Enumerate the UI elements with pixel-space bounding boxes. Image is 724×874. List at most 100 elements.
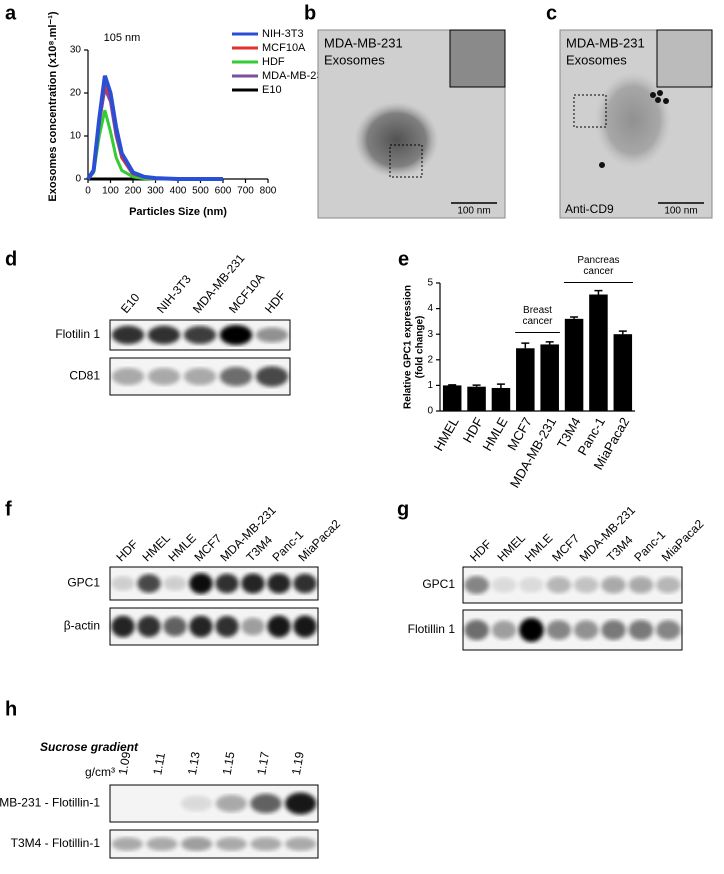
error-bar — [472, 384, 481, 387]
band — [250, 837, 282, 851]
error-bar — [594, 289, 603, 295]
inset — [656, 29, 713, 88]
annotation: cancer — [583, 266, 614, 277]
annotation: cancer — [522, 316, 553, 327]
bar — [516, 348, 535, 411]
band — [255, 366, 289, 387]
y-axis-label: (fold change) — [415, 316, 426, 379]
x-tick-label: 100 — [102, 186, 119, 197]
band — [293, 615, 317, 638]
band — [601, 620, 626, 640]
band — [250, 793, 282, 814]
blot — [109, 829, 319, 859]
error-bar — [570, 316, 579, 319]
bar — [589, 294, 608, 411]
band — [464, 619, 490, 641]
x-tick-label: 400 — [170, 186, 187, 197]
band — [655, 620, 681, 640]
band — [189, 615, 213, 638]
band — [293, 573, 317, 594]
legend-label: MDA-MB-231 — [262, 70, 329, 82]
band — [147, 367, 181, 386]
lane-label: MCF7 — [191, 531, 224, 564]
lane-label: 1.17 — [254, 750, 272, 776]
gold-particle — [650, 92, 656, 98]
lane-label: MCF7 — [549, 531, 582, 564]
x-axis-label: Particles Size (nm) — [129, 206, 227, 218]
annotation: 105 nm — [104, 32, 141, 44]
bar — [540, 344, 559, 411]
unit-label: g/cm³ — [85, 765, 115, 779]
line-series — [86, 83, 223, 181]
band — [111, 576, 135, 591]
band — [111, 615, 135, 638]
lane-label: 1.09 — [116, 750, 134, 776]
band — [163, 616, 187, 637]
y-tick-label: 0 — [75, 174, 81, 185]
band — [189, 573, 213, 594]
band — [215, 573, 239, 594]
band — [241, 573, 265, 594]
band — [655, 576, 681, 594]
gold-particle — [663, 98, 669, 104]
band — [519, 618, 544, 642]
x-tick-label: 0 — [85, 186, 91, 197]
legend-label: HDF — [262, 56, 285, 68]
y-tick-label: 3 — [427, 329, 433, 340]
lane-label: HDF — [262, 288, 289, 316]
y-axis-label: Exosomes concentration (x10⁸.ml⁻¹) — [47, 11, 59, 201]
lane-label: 1.15 — [220, 750, 238, 776]
error-bar — [618, 330, 627, 335]
y-tick-label: 30 — [70, 45, 82, 56]
band — [215, 615, 239, 638]
panel-letter: e — [398, 248, 409, 270]
bar — [613, 334, 633, 411]
y-tick-label: 1 — [427, 380, 433, 391]
y-tick-label: 10 — [70, 131, 82, 142]
x-tick-label: 500 — [192, 186, 209, 197]
lane-label: HMEL — [139, 531, 173, 565]
band — [181, 795, 213, 812]
lane-label: NIH-3T3 — [154, 272, 194, 316]
panel-letter: g — [397, 498, 409, 520]
row-label: Flotilin 1 — [55, 327, 100, 341]
scale-label: 100 nm — [457, 206, 490, 217]
y-tick-label: 4 — [427, 303, 433, 314]
bar — [491, 387, 511, 411]
band — [111, 837, 143, 851]
blot — [109, 784, 319, 823]
band — [241, 617, 265, 636]
row-label: Flotillin 1 — [408, 622, 456, 636]
bar — [467, 386, 486, 411]
gold-particle — [657, 90, 663, 96]
row-label: GPC1 — [422, 577, 455, 591]
error-bar — [521, 342, 530, 349]
band — [601, 576, 626, 594]
row-label: MDA-MB-231 - Flotillin-1 — [0, 796, 100, 810]
band — [255, 327, 289, 343]
x-tick-label: 700 — [237, 186, 254, 197]
band — [146, 837, 178, 851]
lane-label: E10 — [118, 290, 143, 316]
stain-label: Anti-CD9 — [565, 202, 614, 216]
micrograph-label: Exosomes — [566, 52, 627, 67]
band — [285, 792, 317, 815]
band — [183, 326, 217, 344]
band — [163, 576, 187, 591]
band — [219, 325, 253, 345]
annotation: Pancreas — [577, 255, 619, 266]
panel-letter: a — [5, 2, 17, 24]
row-label: GPC1 — [67, 576, 100, 590]
row-label: β-actin — [64, 619, 100, 633]
band — [285, 837, 317, 851]
lane-label: 1.13 — [185, 750, 203, 776]
zoom-box — [389, 144, 423, 178]
row-label: T3M4 - Flotillin-1 — [11, 836, 101, 850]
band — [215, 794, 247, 813]
band — [137, 615, 161, 638]
band — [267, 573, 291, 594]
y-tick-label: 0 — [427, 406, 433, 417]
band — [147, 325, 181, 345]
lane-label: HMLE — [165, 531, 198, 564]
y-axis-label: Relative GPC1 expression — [403, 285, 414, 409]
